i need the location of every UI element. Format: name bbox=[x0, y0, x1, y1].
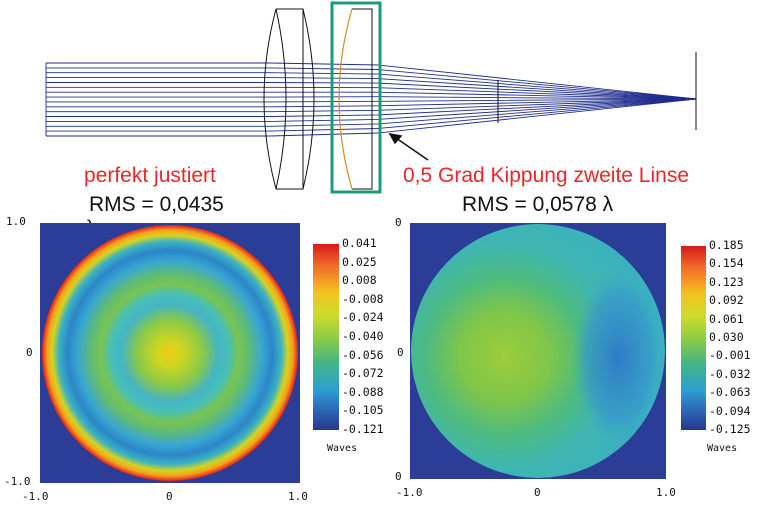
left-y-tick-top: 1.0 bbox=[6, 215, 26, 228]
left-colorbar-tick: -0.088 bbox=[342, 384, 384, 399]
left-colorbar bbox=[313, 244, 339, 430]
left-y-tick-bottom: -1.0 bbox=[4, 475, 31, 488]
ray-line bbox=[46, 82, 697, 100]
left-colorbar-tick: 0.008 bbox=[342, 273, 377, 288]
ray-line bbox=[46, 98, 697, 103]
left-colorbar-tick: -0.056 bbox=[342, 347, 384, 362]
right-colorbar-tick: 0.092 bbox=[709, 293, 744, 308]
right-x-tick-mid: 0 bbox=[534, 486, 541, 499]
ray-line bbox=[46, 67, 697, 100]
right-colorbar-tick: 0.154 bbox=[709, 256, 744, 271]
second-lens bbox=[338, 8, 373, 190]
left-x-tick-left: -1.0 bbox=[22, 490, 49, 503]
highlight-box bbox=[330, 1, 382, 194]
right-wavefront-map bbox=[410, 223, 666, 479]
left-x-tick-right: 1.0 bbox=[288, 490, 308, 503]
right-colorbar-units: Waves bbox=[707, 443, 738, 454]
right-x-tick-right: 1.0 bbox=[656, 486, 676, 499]
left-colorbar-units: Waves bbox=[327, 443, 358, 454]
right-colorbar-tick: 0.185 bbox=[709, 238, 744, 252]
right-colorbar-tick: 0.030 bbox=[709, 330, 744, 344]
ray-line bbox=[46, 96, 697, 100]
left-colorbar-tick: -0.008 bbox=[342, 291, 384, 306]
right-y-tick-mid: 0 bbox=[397, 346, 404, 359]
first-lens bbox=[263, 8, 315, 190]
ray-line bbox=[46, 98, 697, 132]
right-colorbar-tick: 0.123 bbox=[709, 274, 744, 289]
ray-line bbox=[46, 98, 697, 127]
left-x-tick-mid: 0 bbox=[166, 490, 173, 503]
ray-bundle bbox=[45, 62, 697, 137]
right-y-tick-top: 0 bbox=[395, 216, 402, 229]
left-rms: RMS = 0,0435 bbox=[89, 193, 224, 216]
left-heading: perfekt justiert bbox=[84, 164, 216, 187]
right-x-tick-left: -1.0 bbox=[396, 486, 423, 499]
left-colorbar-tick: -0.121 bbox=[342, 422, 384, 436]
ray-line bbox=[46, 91, 697, 100]
left-colorbar-tick: 0.041 bbox=[342, 236, 377, 250]
left-colorbar-tick: -0.105 bbox=[342, 403, 384, 418]
ray-line bbox=[46, 98, 697, 137]
right-colorbar-tick: -0.094 bbox=[709, 403, 751, 418]
left-colorbar-tick: 0.025 bbox=[342, 254, 377, 269]
left-colorbar-tick: -0.024 bbox=[342, 310, 384, 325]
right-colorbar-tick: -0.032 bbox=[709, 366, 751, 381]
lens-ray-diagram bbox=[45, 1, 697, 194]
right-map-blue-zone bbox=[572, 270, 664, 446]
left-map-disk bbox=[42, 225, 298, 481]
ray-line bbox=[46, 98, 697, 122]
right-colorbar-tick: -0.125 bbox=[709, 422, 751, 436]
right-rms: RMS = 0,0578 λ bbox=[462, 193, 614, 216]
ray-line bbox=[46, 86, 697, 100]
ray-line bbox=[46, 98, 697, 117]
right-colorbar-tick: -0.001 bbox=[709, 348, 751, 363]
ray-line bbox=[46, 77, 697, 100]
ray-line bbox=[46, 62, 697, 100]
left-y-tick-mid: 0 bbox=[26, 346, 33, 359]
ray-line bbox=[46, 98, 697, 108]
left-wavefront-map bbox=[40, 223, 300, 483]
left-colorbar-tick: -0.072 bbox=[342, 366, 384, 381]
right-heading: 0,5 Grad Kippung zweite Linse bbox=[403, 164, 690, 187]
right-colorbar-tick: 0.061 bbox=[709, 311, 744, 326]
left-colorbar-tick: -0.040 bbox=[342, 329, 384, 343]
pointer-arrow bbox=[388, 132, 429, 161]
ray-line bbox=[46, 98, 697, 113]
ray-line bbox=[46, 72, 697, 100]
right-colorbar-tick: -0.063 bbox=[709, 385, 751, 400]
right-y-tick-bottom: 0 bbox=[395, 470, 402, 483]
right-colorbar bbox=[681, 246, 706, 430]
